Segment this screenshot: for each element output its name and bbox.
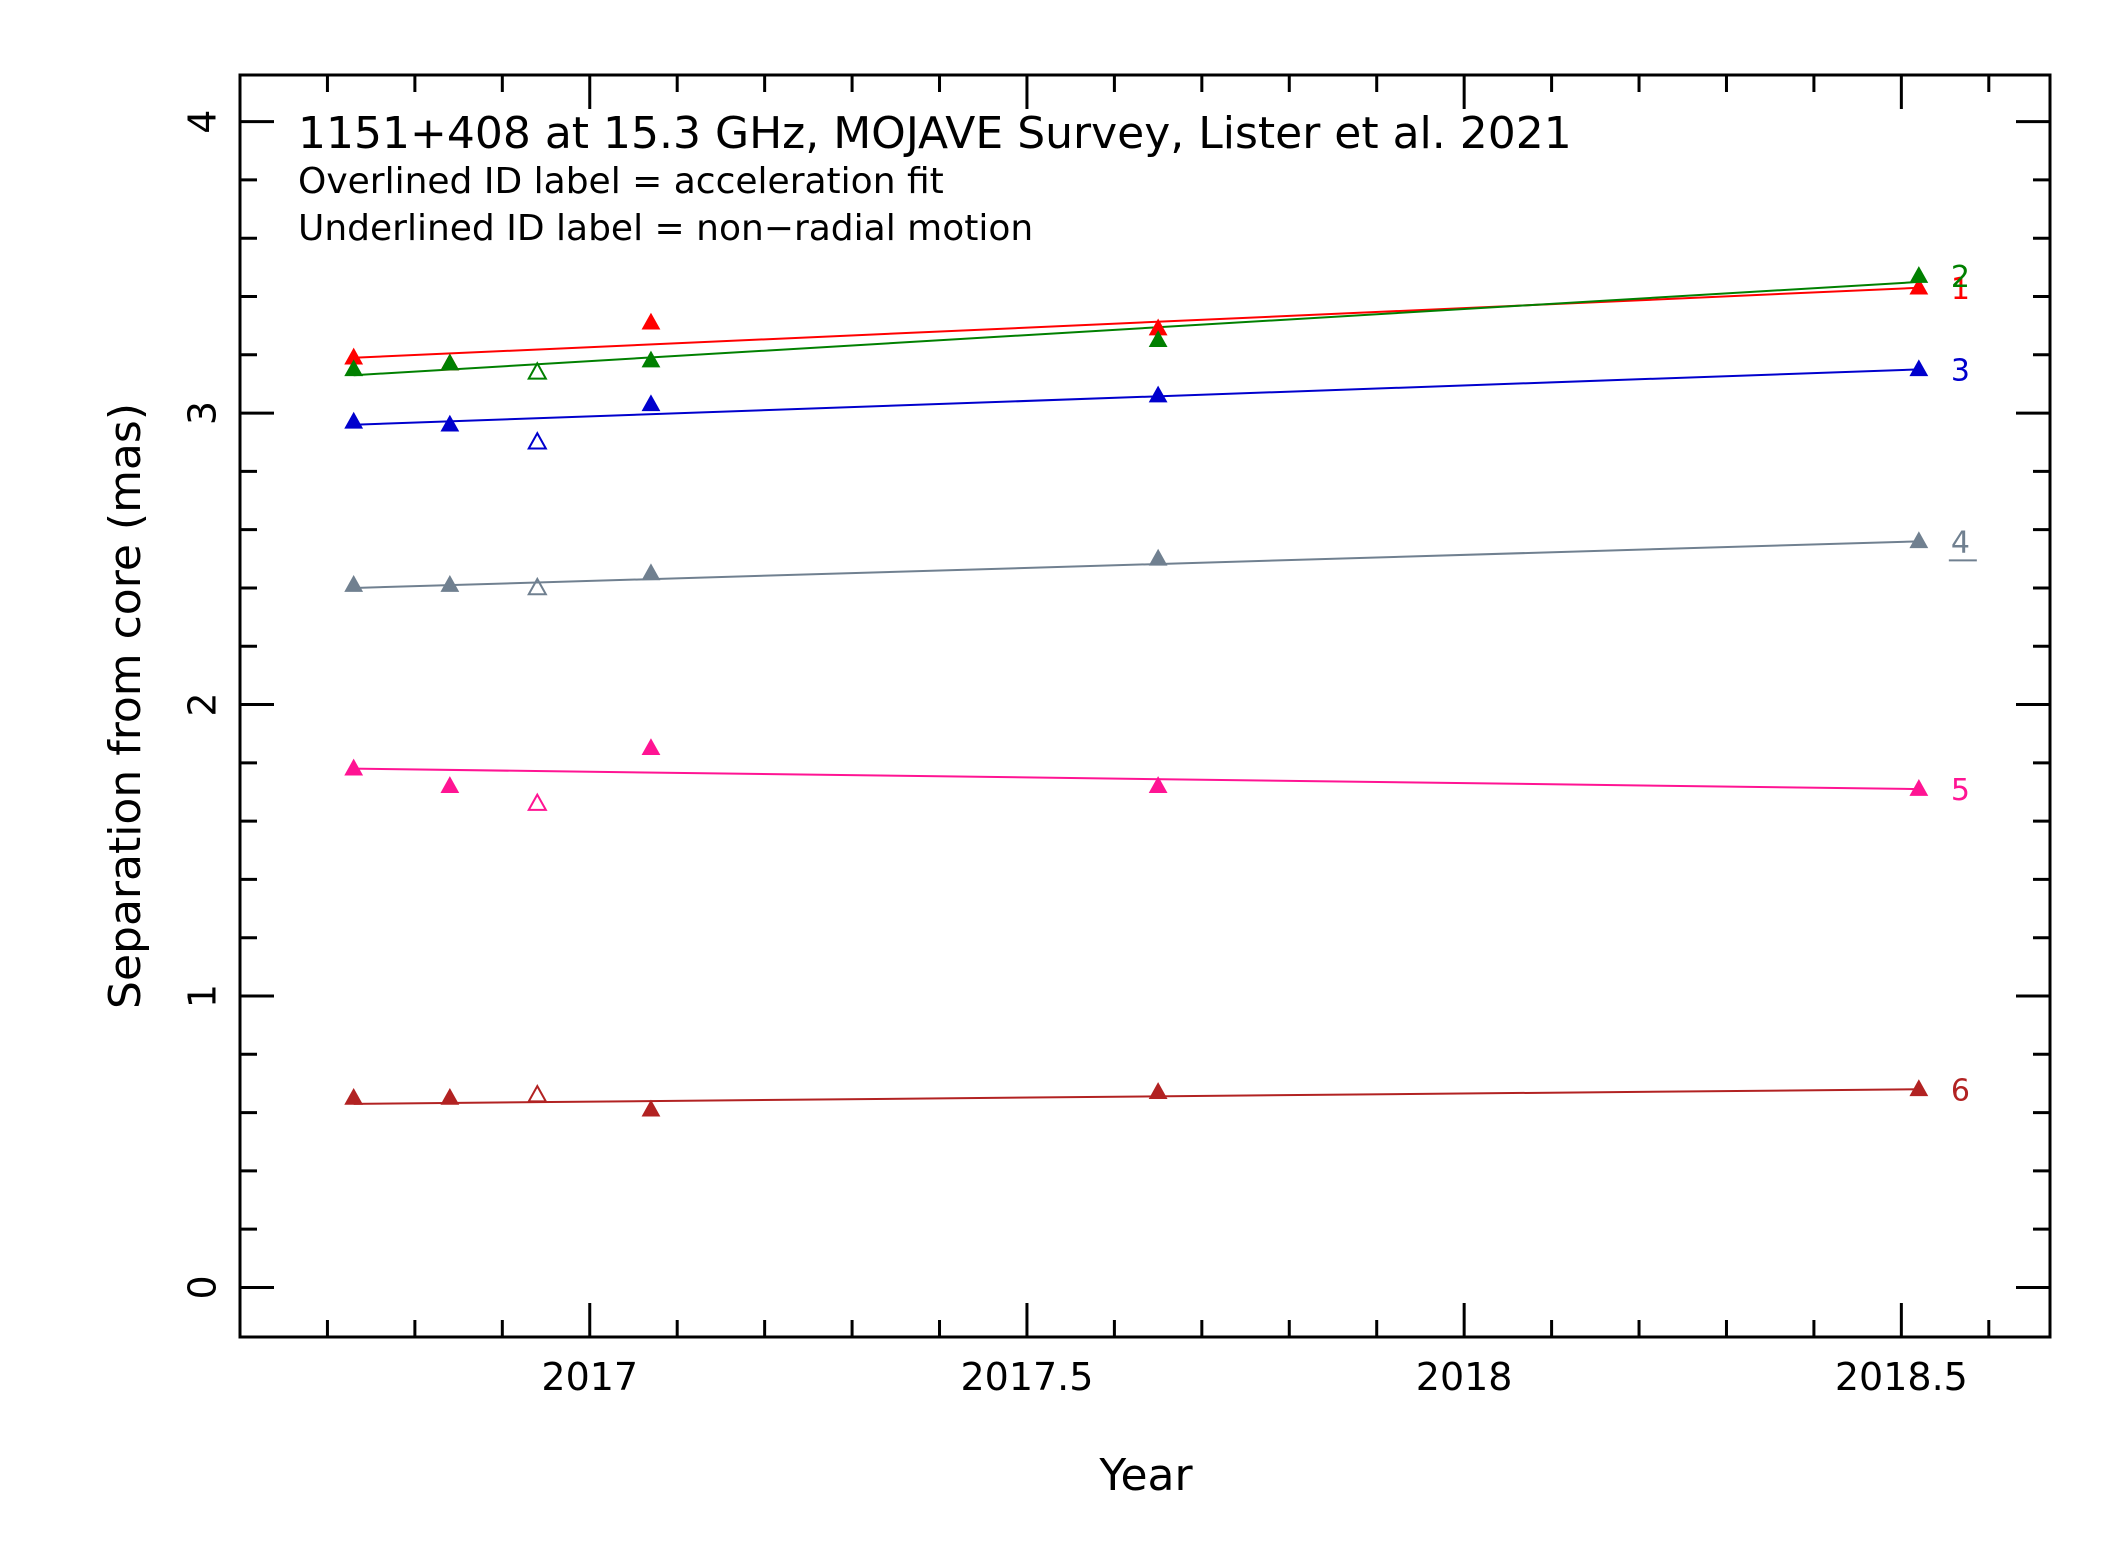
data-point-2 — [344, 359, 364, 377]
x-tick-label: 2017.5 — [960, 1355, 1093, 1399]
y-tick-label: 0 — [181, 1275, 225, 1299]
data-point-6 — [1909, 1079, 1929, 1097]
fit-line-5 — [353, 767, 1919, 791]
data-point-5 — [641, 738, 661, 756]
data-markers — [344, 266, 1929, 1117]
data-point-3 — [344, 411, 364, 429]
open-data-point-5 — [527, 792, 548, 811]
fit-line-1 — [353, 286, 1919, 359]
data-point-6 — [344, 1087, 364, 1105]
series-labels: 12 3 4 5 6 — [1948, 260, 1977, 1108]
y-tick-label: 2 — [181, 692, 225, 716]
data-point-3 — [641, 394, 661, 412]
y-tick-label: 4 — [181, 110, 225, 134]
data-point-5 — [440, 776, 460, 793]
data-point-3 — [1909, 359, 1929, 377]
data-point-5 — [1148, 776, 1168, 793]
fit-line-2 — [353, 280, 1919, 377]
data-point-4 — [344, 575, 364, 592]
data-point-6 — [440, 1087, 460, 1105]
series-label-1: 1 — [1951, 272, 1970, 307]
chart-title: 1151+408 at 15.3 GHz, MOJAVE Survey, Lis… — [298, 108, 1572, 159]
x-tick-label: 2017 — [541, 1355, 638, 1399]
data-point-3 — [440, 414, 460, 432]
series-label-3: 3 — [1951, 353, 1970, 388]
annotation-underlined: Underlined ID label = non−radial motion — [298, 208, 1033, 249]
x-axis-title: Year — [1098, 1450, 1193, 1501]
data-point-2 — [641, 350, 661, 368]
data-point-4 — [1148, 548, 1168, 566]
annotation-overlined: Overlined ID label = acceleration fit — [298, 161, 944, 202]
series-label-4: 4 — [1951, 525, 1970, 560]
data-point-1 — [1909, 277, 1929, 295]
data-point-5 — [1909, 779, 1929, 796]
data-point-4 — [1909, 531, 1929, 549]
data-point-3 — [1148, 385, 1168, 403]
x-tick-label: 2018.5 — [1835, 1355, 1968, 1399]
data-point-5 — [344, 758, 364, 776]
data-point-4 — [440, 575, 460, 592]
y-tick-label: 3 — [181, 401, 225, 425]
series-label-6: 6 — [1951, 1073, 1970, 1108]
x-tick-label: 2018 — [1416, 1355, 1513, 1399]
y-tick-label: 1 — [181, 984, 225, 1008]
data-point-1 — [641, 312, 661, 330]
fit-line-6 — [353, 1088, 1919, 1105]
open-data-point-4 — [527, 576, 548, 596]
data-point-6 — [1148, 1082, 1168, 1099]
fit-lines — [353, 280, 1919, 1105]
data-point-2 — [1909, 266, 1929, 283]
data-point-6 — [641, 1099, 661, 1117]
data-point-4 — [641, 563, 661, 581]
series-label-5: 5 — [1951, 773, 1970, 808]
fit-line-3 — [353, 368, 1919, 426]
y-axis-title: Separation from core (mas) — [100, 403, 151, 1009]
fit-line-4 — [353, 540, 1919, 589]
open-data-point-3 — [527, 431, 548, 450]
ticks — [238, 75, 2050, 1337]
open-data-point-2 — [527, 361, 548, 380]
open-data-point-6 — [527, 1084, 548, 1103]
plot-frame — [238, 73, 2052, 1339]
data-point-2 — [440, 353, 460, 371]
series-label-2: 2 — [1951, 260, 1970, 295]
data-point-2 — [1148, 330, 1168, 348]
